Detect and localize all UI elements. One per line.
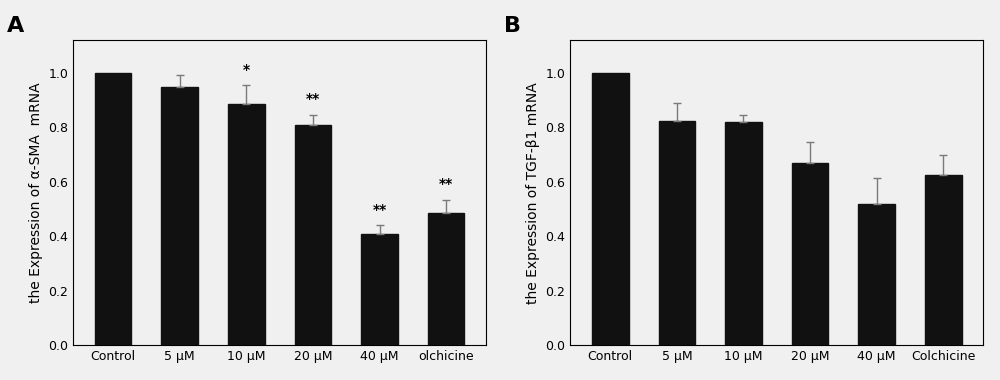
- Y-axis label: the Expression of α-SMA  mRNA: the Expression of α-SMA mRNA: [29, 82, 43, 303]
- Bar: [792, 163, 828, 345]
- Bar: [228, 104, 265, 345]
- Bar: [858, 204, 895, 345]
- Bar: [659, 120, 695, 345]
- Bar: [725, 122, 762, 345]
- Text: B: B: [504, 16, 521, 36]
- Bar: [95, 73, 131, 345]
- Text: *: *: [243, 63, 250, 77]
- Text: **: **: [306, 92, 320, 106]
- Y-axis label: the Expression of TGF-β1 mRNA: the Expression of TGF-β1 mRNA: [526, 82, 540, 304]
- Bar: [428, 213, 464, 345]
- Text: **: **: [372, 203, 387, 217]
- Text: A: A: [7, 16, 24, 36]
- Bar: [295, 125, 331, 345]
- Bar: [361, 234, 398, 345]
- Bar: [592, 73, 629, 345]
- Bar: [925, 175, 962, 345]
- Text: **: **: [439, 177, 453, 192]
- Bar: [161, 87, 198, 345]
